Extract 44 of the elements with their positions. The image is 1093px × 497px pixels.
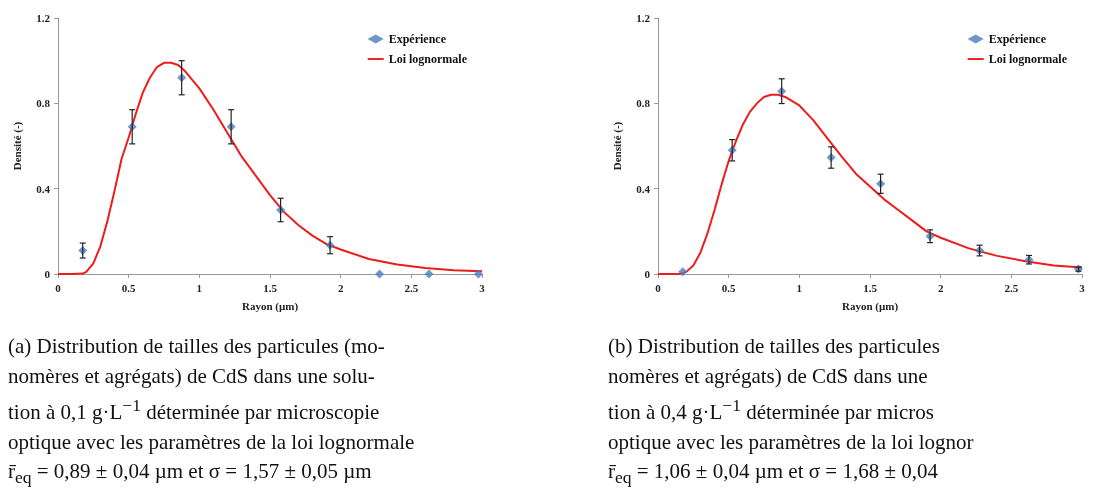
x-tick-label: 0.5 (121, 281, 137, 294)
y-tick-label: 0.8 (36, 97, 51, 110)
legend-label: Loi lognormale (388, 52, 468, 66)
text: (b) Distribution de tailles des particules (608, 333, 941, 360)
x-tick-label: 2.5 (1004, 281, 1019, 294)
x-tick-label: 3 (1079, 281, 1086, 294)
text: optique avec les paramètres de la loi lognor (608, 428, 974, 456)
text: nomères et agrégats) de CdS dans une solu- (8, 362, 376, 390)
point (424, 269, 434, 279)
x-tick-label: 3 (479, 281, 486, 294)
x-tick-label: 0 (655, 281, 662, 294)
y-tick-label: 0 (44, 268, 51, 280)
legend-label: Expérience (388, 32, 447, 46)
text: nomères et agrégats) de CdS dans une (608, 362, 929, 390)
x-tick-label: 0 (55, 281, 62, 294)
point (473, 269, 483, 279)
y-tick-label: 0.8 (636, 97, 651, 110)
x-tick-label: 0.5 (721, 281, 737, 294)
y-tick-label: 0.4 (636, 182, 651, 195)
x-axis-title: Rayon (µm) (841, 299, 899, 313)
point (375, 269, 385, 279)
x-axis-title: Rayon (µm) (241, 299, 299, 313)
legend-label: Loi lognormale (988, 52, 1068, 66)
y-tick-label: 1.2 (36, 12, 51, 24)
y-tick-label: 1.2 (636, 12, 651, 24)
text: tion à 0,4 g·L$^{−1}$ déterminée par micros (608, 394, 935, 426)
x-tick-label: 2.5 (404, 281, 419, 294)
x-tick-label: 1 (796, 281, 803, 294)
text: tion à 0,1 g·L$^{−1}$ déterminée par microscopie (8, 394, 381, 426)
y-axis-title: Densité (-) (610, 121, 624, 171)
text: r̄$_{eq}$ = 0,89 ± 0,04 µm et σ = 1,57 ± 0,05 µm (8, 458, 373, 490)
point (678, 267, 688, 277)
text: r̄$_{eq}$ = 1,06 ± 0,04 µm et σ = 1,68 ± 0,04 (608, 458, 939, 490)
x-tick-label: 2 (337, 281, 344, 294)
x-tick-label: 1.5 (863, 281, 878, 294)
legend-label: Expérience (988, 32, 1047, 46)
x-tick-label: 1.5 (263, 281, 278, 294)
text: optique avec les paramètres de la loi lognormale (8, 428, 415, 456)
y-axis-title: Densité (-) (10, 121, 24, 171)
x-tick-label: 1 (196, 281, 203, 294)
y-tick-label: 0.4 (36, 182, 51, 195)
x-tick-label: 2 (937, 281, 944, 294)
y-tick-label: 0 (644, 268, 651, 280)
text: (a) Distribution de tailles des particules (mo- (8, 333, 386, 360)
